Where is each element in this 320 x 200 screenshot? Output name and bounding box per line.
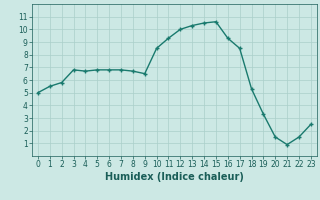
X-axis label: Humidex (Indice chaleur): Humidex (Indice chaleur)	[105, 172, 244, 182]
